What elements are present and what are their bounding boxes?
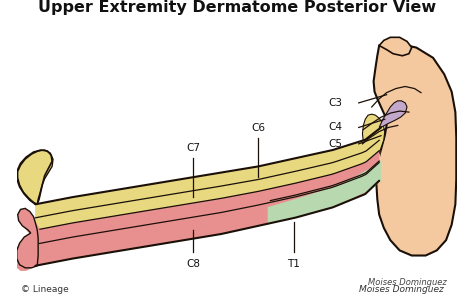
Polygon shape — [15, 211, 40, 271]
Polygon shape — [36, 129, 379, 218]
Text: C6: C6 — [251, 123, 265, 133]
Polygon shape — [36, 151, 379, 244]
Polygon shape — [363, 114, 385, 160]
Text: © Lineage: © Lineage — [21, 285, 69, 295]
Text: C8: C8 — [186, 258, 201, 268]
Polygon shape — [379, 37, 412, 56]
Polygon shape — [36, 140, 379, 230]
Polygon shape — [18, 150, 53, 204]
Text: Moises Dominguez: Moises Dominguez — [368, 278, 447, 287]
Text: T1: T1 — [287, 258, 300, 268]
Polygon shape — [36, 128, 381, 266]
Polygon shape — [36, 163, 379, 266]
Polygon shape — [17, 152, 49, 204]
Text: C5: C5 — [328, 139, 342, 149]
Text: Upper Extremity Dermatome Posterior View: Upper Extremity Dermatome Posterior View — [38, 0, 436, 15]
Text: C7: C7 — [186, 143, 201, 153]
Text: C4: C4 — [328, 122, 342, 132]
Polygon shape — [374, 43, 456, 255]
Polygon shape — [379, 101, 407, 128]
Text: Moises Dominguez: Moises Dominguez — [359, 285, 444, 295]
Text: C3: C3 — [328, 98, 342, 108]
Polygon shape — [17, 208, 38, 268]
Polygon shape — [268, 161, 381, 224]
